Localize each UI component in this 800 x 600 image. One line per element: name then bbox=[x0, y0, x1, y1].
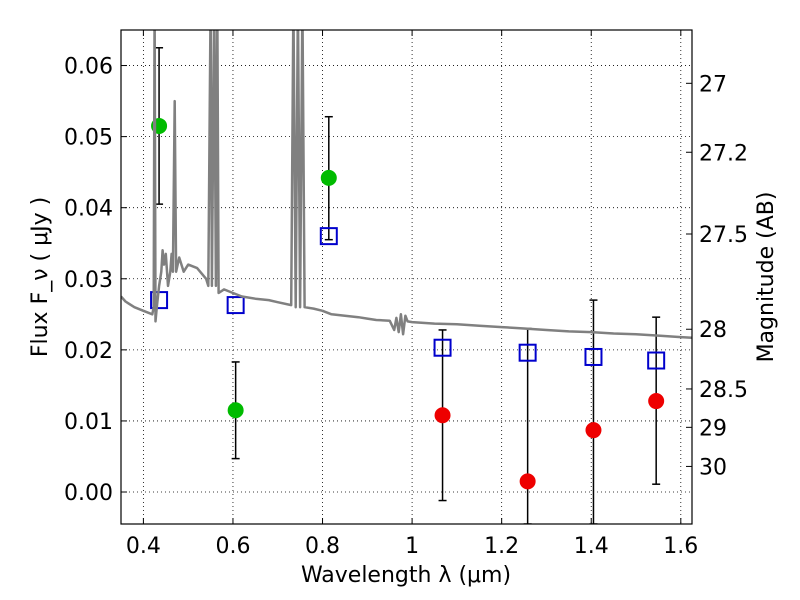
plot-frame bbox=[120, 29, 693, 525]
x-tick-label: 1.4 bbox=[574, 534, 609, 559]
model-spectrum-line bbox=[121, 30, 692, 340]
y-tick-label: 0.00 bbox=[64, 481, 113, 506]
y-tick-label: 0.05 bbox=[64, 126, 113, 151]
model-photometry-point bbox=[647, 351, 666, 370]
y-tick-label: 0.03 bbox=[64, 268, 113, 293]
data-point bbox=[519, 473, 536, 490]
model-photometry-point bbox=[518, 343, 537, 362]
x-tick-label: 1 bbox=[405, 534, 419, 559]
y-axis-label: Flux F_ν ( μJy ) bbox=[28, 197, 53, 357]
right-tick-label: 28 bbox=[699, 318, 727, 343]
right-tick-label: 27.5 bbox=[699, 223, 748, 248]
x-axis-label: Wavelength λ (μm) bbox=[301, 563, 511, 588]
y-tick-label: 0.01 bbox=[64, 410, 113, 435]
y-tick-label: 0.04 bbox=[64, 197, 113, 222]
grid bbox=[121, 30, 692, 524]
right-tick-label: 27 bbox=[699, 72, 727, 97]
x-tick-label: 0.8 bbox=[305, 534, 340, 559]
plot-area bbox=[121, 30, 692, 524]
x-tick-label: 0.4 bbox=[126, 534, 161, 559]
model-photometry-point bbox=[319, 227, 338, 246]
right-tick-label: 27.2 bbox=[699, 141, 748, 166]
y-tick-label: 0.06 bbox=[64, 55, 113, 80]
right-tick-label: 30 bbox=[699, 455, 727, 480]
data-point bbox=[648, 393, 665, 410]
x-tick-label: 0.6 bbox=[215, 534, 250, 559]
right-tick-label: 28.5 bbox=[699, 378, 748, 403]
x-tick-label: 1.2 bbox=[484, 534, 519, 559]
model-photometry-point bbox=[584, 347, 603, 366]
y-right-axis-label: Magnitude (AB) bbox=[754, 192, 779, 363]
axis-labels: 0.4 0.6 0.8 1 1.2 1.4 1.6 0.00 0.01 0.02 0.03 0.04 0… bbox=[64, 55, 748, 559]
axis-ticks bbox=[121, 30, 692, 524]
x-tick-label: 1.6 bbox=[663, 534, 698, 559]
data-point bbox=[585, 422, 602, 439]
data-point bbox=[434, 407, 451, 424]
right-tick-label: 29 bbox=[699, 416, 727, 441]
model-photometry-point bbox=[226, 296, 245, 315]
data-point bbox=[320, 169, 337, 186]
data-point bbox=[227, 402, 244, 419]
model-photometry-point bbox=[433, 338, 452, 357]
y-tick-label: 0.02 bbox=[64, 339, 113, 364]
